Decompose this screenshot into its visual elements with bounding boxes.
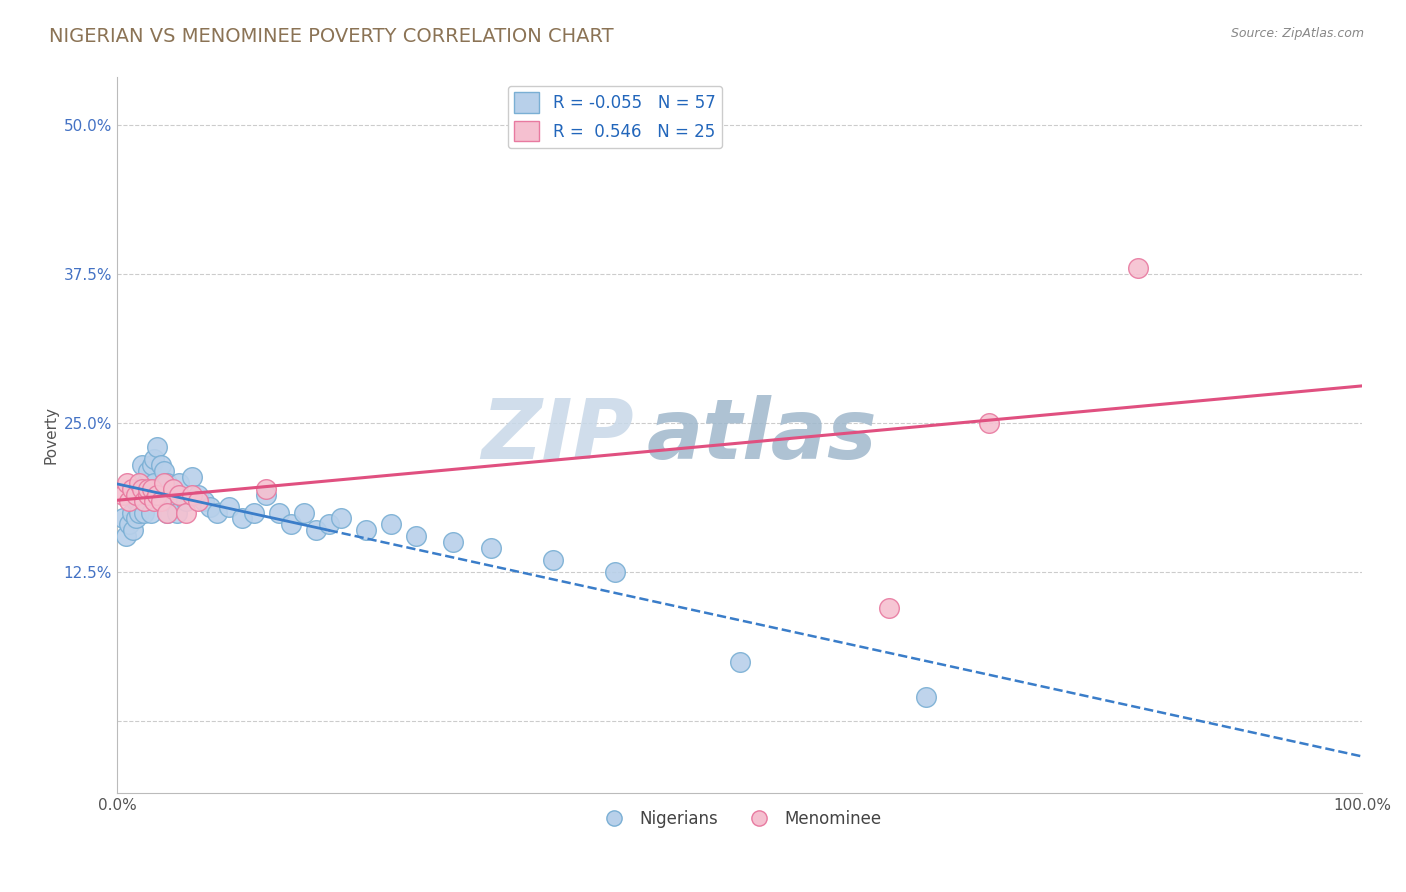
Legend: Nigerians, Menominee: Nigerians, Menominee	[591, 803, 889, 834]
Point	[180, 488, 202, 502]
Text: NIGERIAN VS MENOMINEE POVERTY CORRELATION CHART: NIGERIAN VS MENOMINEE POVERTY CORRELATIO…	[49, 27, 614, 45]
Point	[146, 440, 169, 454]
Point	[146, 482, 169, 496]
Point	[728, 655, 751, 669]
Point	[243, 506, 266, 520]
Point	[254, 482, 277, 496]
Point	[479, 541, 502, 556]
Point	[174, 506, 197, 520]
Point	[169, 488, 191, 502]
Point	[121, 506, 143, 520]
Point	[156, 506, 179, 520]
Point	[205, 506, 228, 520]
Point	[149, 482, 172, 496]
Point	[292, 506, 315, 520]
Point	[134, 506, 156, 520]
Point	[877, 600, 900, 615]
Point	[169, 475, 191, 490]
Point	[603, 565, 626, 579]
Point	[143, 451, 166, 466]
Point	[1126, 261, 1149, 276]
Point	[143, 493, 166, 508]
Point	[915, 690, 938, 705]
Point	[135, 475, 157, 490]
Point	[146, 488, 169, 502]
Point	[354, 524, 377, 538]
Point	[115, 475, 138, 490]
Point	[131, 458, 153, 472]
Point	[157, 493, 180, 508]
Point	[112, 511, 135, 525]
Point	[125, 488, 148, 502]
Point	[127, 493, 149, 508]
Text: Source: ZipAtlas.com: Source: ZipAtlas.com	[1230, 27, 1364, 40]
Point	[139, 506, 162, 520]
Point	[112, 488, 135, 502]
Point	[125, 511, 148, 525]
Point	[128, 506, 150, 520]
Point	[122, 524, 145, 538]
Point	[254, 488, 277, 502]
Point	[131, 475, 153, 490]
Point	[166, 506, 188, 520]
Point	[143, 475, 166, 490]
Point	[267, 506, 290, 520]
Point	[131, 482, 153, 496]
Point	[134, 493, 156, 508]
Point	[174, 493, 197, 508]
Text: ZIP: ZIP	[481, 394, 634, 475]
Point	[162, 482, 184, 496]
Point	[128, 475, 150, 490]
Point	[118, 517, 141, 532]
Point	[330, 511, 353, 525]
Point	[156, 506, 179, 520]
Text: atlas: atlas	[647, 394, 877, 475]
Point	[193, 493, 215, 508]
Point	[280, 517, 302, 532]
Point	[134, 493, 156, 508]
Point	[187, 493, 209, 508]
Point	[200, 500, 222, 514]
Point	[114, 529, 136, 543]
Point	[121, 482, 143, 496]
Point	[136, 488, 159, 502]
Point	[405, 529, 427, 543]
Point	[149, 493, 172, 508]
Point	[162, 488, 184, 502]
Point	[187, 488, 209, 502]
Point	[231, 511, 253, 525]
Point	[136, 482, 159, 496]
Point	[149, 458, 172, 472]
Point	[380, 517, 402, 532]
Y-axis label: Poverty: Poverty	[44, 406, 58, 464]
Point	[305, 524, 328, 538]
Point	[977, 416, 1000, 430]
Point	[136, 488, 159, 502]
Point	[156, 475, 179, 490]
Point	[153, 464, 176, 478]
Point	[118, 493, 141, 508]
Point	[128, 488, 150, 502]
Point	[141, 458, 163, 472]
Point	[136, 464, 159, 478]
Point	[125, 493, 148, 508]
Point	[180, 469, 202, 483]
Point	[153, 475, 176, 490]
Point	[541, 553, 564, 567]
Point	[441, 535, 464, 549]
Point	[318, 517, 340, 532]
Point	[141, 482, 163, 496]
Point	[218, 500, 240, 514]
